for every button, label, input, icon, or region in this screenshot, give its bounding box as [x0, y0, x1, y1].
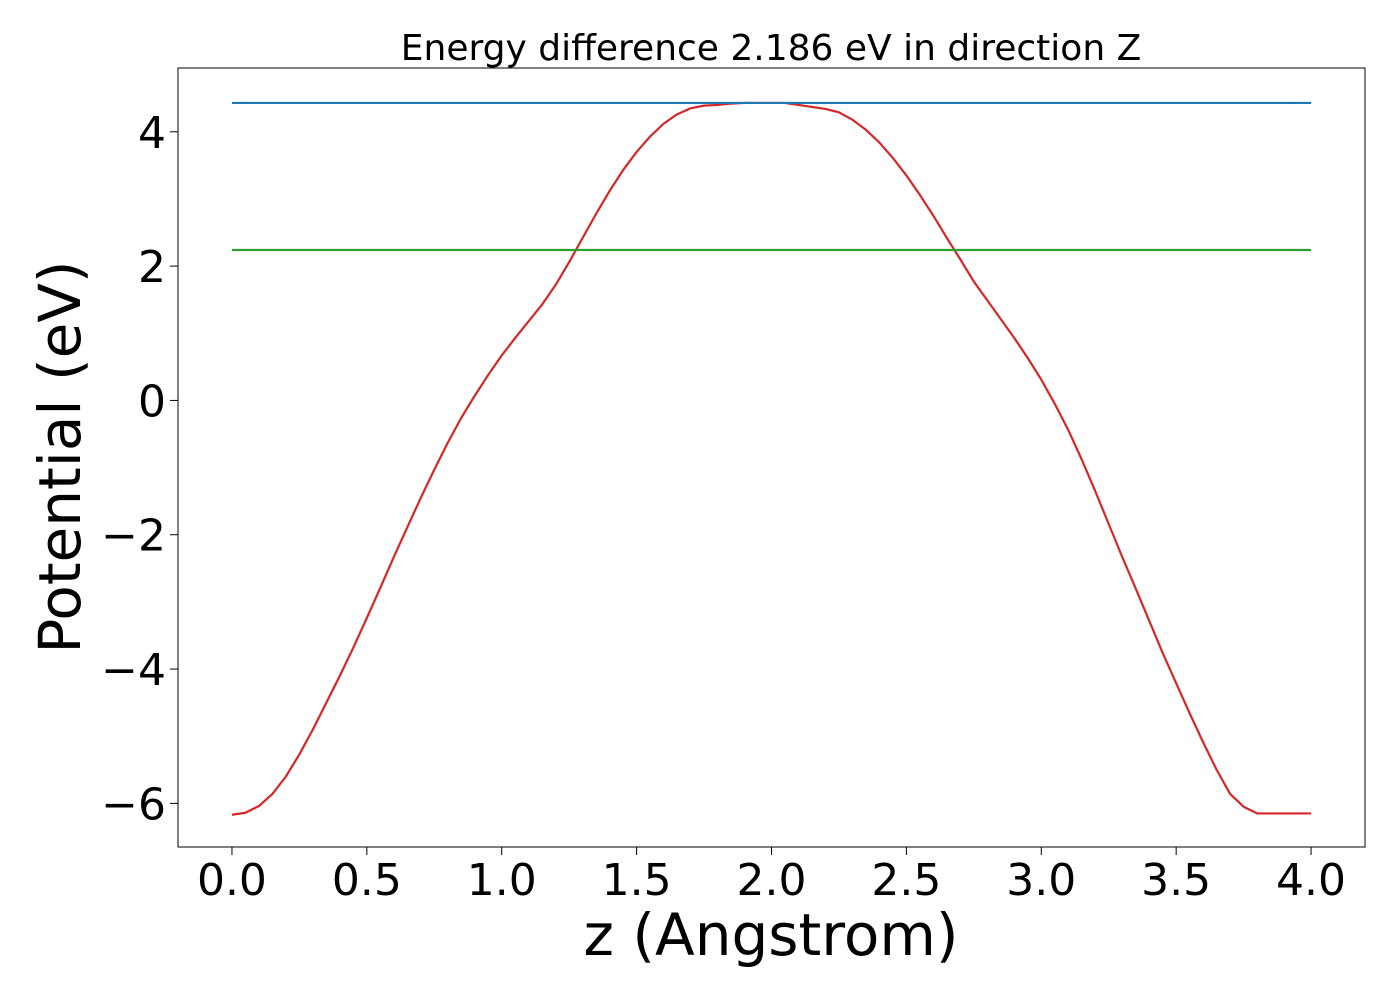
x-tick-label: 2.0	[737, 855, 807, 906]
x-tick-label: 2.5	[871, 855, 941, 906]
x-axis-label: z (Angstrom)	[584, 901, 959, 969]
plot-area-frame	[177, 67, 1366, 848]
x-axis-ticks: 0.0 0.5 1.0 1.5 2.0 2.5 3.0 3.5 4.0	[197, 847, 1346, 906]
y-tick-label: 0	[138, 376, 166, 427]
x-tick-label: 3.0	[1006, 855, 1076, 906]
x-tick-label: 1.5	[602, 855, 672, 906]
chart-title: Energy difference 2.186 eV in direction …	[401, 28, 1142, 69]
y-tick-label: −2	[101, 511, 166, 562]
series-layer	[231, 101, 1312, 816]
y-tick-label: −6	[101, 779, 166, 830]
y-axis-label: Potential (eV)	[26, 260, 94, 653]
y-tick-label: 2	[138, 242, 166, 293]
x-tick-label: 4.0	[1276, 855, 1346, 906]
y-tick-label: −4	[101, 645, 166, 696]
x-tick-label: 3.5	[1141, 855, 1211, 906]
x-tick-label: 0.5	[332, 855, 402, 906]
y-axis-ticks: −6 −4 −2 0 2 4	[101, 108, 178, 830]
x-tick-label: 0.0	[197, 855, 267, 906]
y-tick-label: 4	[138, 108, 166, 159]
x-tick-label: 1.0	[467, 855, 537, 906]
